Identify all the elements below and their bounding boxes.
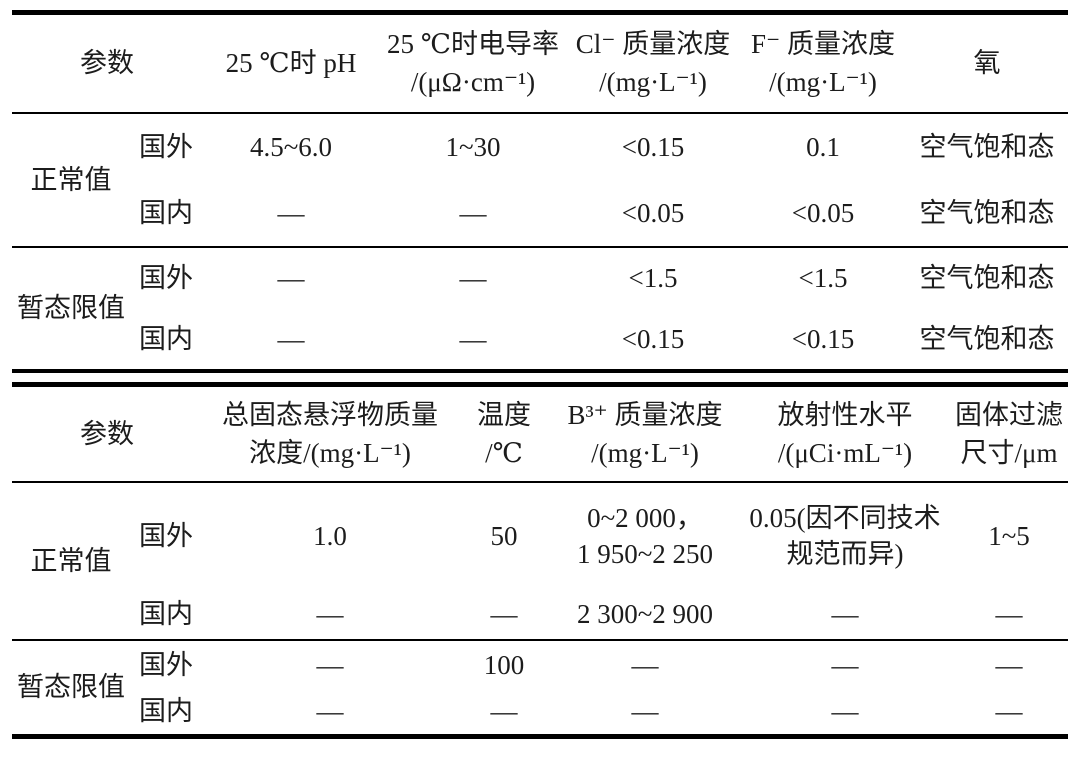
value-cell: <0.05: [791, 198, 855, 228]
header-line: 温度: [477, 399, 531, 430]
header-cell-boron: B³⁺ 质量浓度 /(mg·L⁻¹): [550, 384, 740, 482]
value-cell: 空气饱和态: [919, 132, 1055, 162]
value-cell: <0.15: [621, 323, 685, 354]
value-cell: —: [995, 695, 1023, 726]
table-row: 正常值 国外 4.5~6.0 1~30 <0.15 0.1 空气饱和态: [12, 113, 1068, 195]
header-cell-fluoride: F⁻ 质量浓度 /(mg·L⁻¹): [740, 13, 906, 113]
value-cell: —: [631, 695, 659, 726]
group-label-cell: 暂态限值: [17, 293, 125, 323]
value-cell: <1.5: [798, 263, 848, 293]
value-cell: 空气饱和态: [919, 263, 1055, 293]
value-cell: 2 300~2 900: [576, 598, 714, 629]
header-line: /℃: [485, 437, 523, 468]
value-cell: 0~2 000， 1 950~2 250: [576, 502, 714, 569]
table-row: 国内 — — <0.15 <0.15 空气饱和态: [12, 309, 1068, 371]
value-cell: 空气饱和态: [919, 198, 1055, 228]
table2-header-row: 参数 总固态悬浮物质量 浓度/(mg·L⁻¹) 温度 /℃ B³⁺ 质量浓度 /(mg…: [12, 384, 1068, 482]
value-cell: —: [277, 323, 305, 354]
header-cell-chloride: Cl⁻ 质量浓度 /(mg·L⁻¹): [566, 13, 740, 113]
value-cell: 0.1: [806, 132, 840, 162]
table-row: 国内 — — 2 300~2 900 — —: [12, 588, 1068, 640]
value-cell: —: [277, 198, 305, 228]
header-line: /(mg·L⁻¹): [591, 437, 699, 468]
header-cell-filter-size: 固体过滤尺寸/μm: [950, 384, 1068, 482]
region-cell: 国外: [139, 649, 193, 680]
header-cell-tss: 总固态悬浮物质量 浓度/(mg·L⁻¹): [202, 384, 458, 482]
header-line: 总固态悬浮物质量: [222, 399, 438, 430]
value-cell: —: [631, 649, 659, 680]
table-row: 正常值 国外 1.0 50 0~2 000， 1 950~2 250 0.05(…: [12, 482, 1068, 588]
value-cell: —: [316, 598, 344, 629]
value-cell: 50: [490, 520, 518, 551]
value-cell: <0.05: [621, 198, 685, 228]
value-cell: 空气饱和态: [919, 323, 1055, 354]
header-cell-radioactivity: 放射性水平 /(μCi·mL⁻¹): [740, 384, 950, 482]
value-cell: 1.0: [313, 520, 347, 551]
table-row: 国内 — — <0.05 <0.05 空气饱和态: [12, 181, 1068, 247]
header-cell-ph: 25 ℃时 pH: [225, 48, 357, 79]
header-line: 25 ℃时电导率: [387, 29, 559, 60]
table-row: 暂态限值 国外 — 100 — — —: [12, 640, 1068, 702]
header-line: 固体过滤: [955, 399, 1063, 430]
value-cell: —: [316, 649, 344, 680]
value-cell: —: [459, 323, 487, 354]
value-cell: 100: [483, 649, 525, 680]
value-cell: 1~5: [988, 520, 1030, 551]
header-line: Cl⁻ 质量浓度: [575, 29, 731, 60]
value-cell: —: [995, 649, 1023, 680]
value-cell: —: [459, 198, 487, 228]
region-cell: 国内: [139, 198, 193, 228]
region-cell: 国外: [139, 132, 193, 162]
group-label-cell: 暂态限值: [17, 672, 125, 703]
header-line: /(μΩ·cm⁻¹): [410, 67, 536, 98]
value-cell: —: [995, 598, 1023, 629]
header-line: F⁻ 质量浓度: [750, 29, 896, 60]
region-cell: 国外: [139, 263, 193, 293]
value-cell: —: [316, 695, 344, 726]
header-line: 放射性水平: [777, 399, 913, 430]
water-chemistry-table-2: 参数 总固态悬浮物质量 浓度/(mg·L⁻¹) 温度 /℃ B³⁺ 质量浓度 /(mg…: [12, 381, 1068, 739]
table-row: 国内 — — — — —: [12, 688, 1068, 736]
region-cell: 国内: [139, 598, 193, 629]
header-cell-temperature: 温度 /℃: [458, 384, 550, 482]
region-cell: 国外: [139, 520, 193, 551]
value-cell: <0.15: [621, 132, 685, 162]
value-cell: 0.05(因不同技术 规范而异): [749, 502, 941, 569]
header-line: 浓度/(mg·L⁻¹): [249, 437, 411, 468]
header-cell-oxygen: 氧: [973, 48, 1001, 79]
header-line: /(mg·L⁻¹): [769, 67, 877, 98]
value-cell: —: [831, 598, 859, 629]
header-cell-param: 参数: [80, 418, 134, 449]
header-cell-param: 参数: [80, 48, 134, 79]
header-cell-conductivity: 25 ℃时电导率 /(μΩ·cm⁻¹): [380, 13, 566, 113]
value-cell: —: [490, 695, 518, 726]
region-cell: 国内: [139, 323, 193, 354]
water-chemistry-table-1: 参数 25 ℃时 pH 25 ℃时电导率 /(μΩ·cm⁻¹) Cl⁻ 质量浓度 /…: [12, 10, 1068, 373]
value-cell: 4.5~6.0: [249, 132, 333, 162]
value-cell: —: [490, 598, 518, 629]
header-line: /(mg·L⁻¹): [599, 67, 707, 98]
header-line: 尺寸/μm: [960, 437, 1058, 468]
value-cell: —: [831, 649, 859, 680]
value-cell: 1~30: [445, 132, 501, 162]
table-row: 暂态限值 国外 — — <1.5 <1.5 空气饱和态: [12, 246, 1068, 323]
value-cell: —: [831, 695, 859, 726]
value-cell: —: [459, 263, 487, 293]
value-cell: <1.5: [628, 263, 678, 293]
group-label-cell: 正常值: [30, 164, 112, 195]
region-cell: 国内: [139, 695, 193, 726]
value-cell: <0.15: [791, 323, 855, 354]
value-cell: —: [277, 263, 305, 293]
group-label-cell: 正常值: [30, 546, 112, 576]
header-line: /(μCi·mL⁻¹): [777, 437, 913, 468]
table1-header-row: 参数 25 ℃时 pH 25 ℃时电导率 /(μΩ·cm⁻¹) Cl⁻ 质量浓度 /…: [12, 13, 1068, 113]
header-line: B³⁺ 质量浓度: [567, 399, 723, 430]
